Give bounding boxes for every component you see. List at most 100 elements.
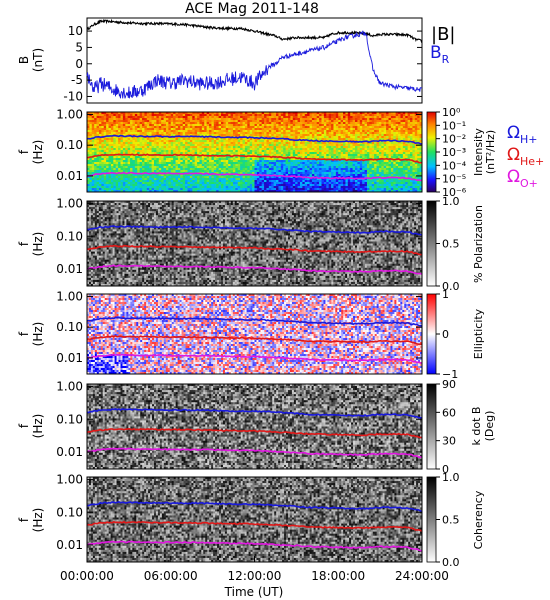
- intensity-cell: [276, 160, 279, 163]
- intensity-cell: [240, 144, 243, 147]
- intensity-cell: [151, 190, 155, 192]
- intensity-cell: [276, 136, 279, 139]
- intensity-cell: [326, 126, 329, 129]
- intensity-cell: [285, 148, 289, 151]
- intensity-cell: [374, 116, 377, 119]
- intensity-cell: [355, 148, 358, 151]
- intensity-cell: [101, 148, 105, 151]
- intensity-cell: [321, 150, 325, 153]
- intensity-cell: [122, 118, 126, 121]
- intensity-cell: [228, 150, 231, 153]
- intensity-cell: [170, 156, 174, 159]
- intensity-cell: [87, 148, 90, 151]
- intensity-cell: [290, 118, 294, 121]
- intensity-cell: [357, 146, 361, 149]
- intensity-cell: [335, 178, 339, 181]
- intensity-cell: [355, 114, 358, 117]
- intensity-cell: [268, 150, 272, 153]
- intensity-cell: [278, 180, 282, 183]
- intensity-cell: [106, 122, 109, 125]
- intensity-cell: [187, 114, 191, 117]
- intensity-cell: [213, 138, 217, 141]
- intensity-cell: [381, 174, 385, 177]
- intensity-spectrogram: [87, 112, 422, 192]
- intensity-cell: [156, 160, 160, 163]
- intensity-cell: [359, 116, 363, 119]
- intensity-cell: [115, 162, 119, 165]
- intensity-cell: [213, 182, 217, 185]
- intensity-cell: [381, 168, 385, 171]
- intensity-cell: [223, 124, 227, 127]
- intensity-cell: [221, 190, 224, 192]
- intensity-cell: [130, 124, 133, 127]
- intensity-cell: [209, 176, 212, 179]
- intensity-cell: [290, 132, 294, 135]
- intensity-cell: [91, 142, 95, 145]
- intensity-cell: [350, 146, 353, 149]
- intensity-cell: [216, 158, 219, 161]
- intensity-cell: [218, 176, 222, 179]
- intensity-cell: [266, 112, 270, 115]
- intensity-cell: [98, 126, 102, 129]
- intensity-cell: [173, 164, 176, 167]
- intensity-cell: [122, 152, 126, 155]
- intensity-cell: [343, 134, 346, 137]
- intensity-cell: [130, 120, 133, 123]
- intensity-cell: [91, 122, 95, 125]
- intensity-cell: [194, 128, 198, 131]
- intensity-cell: [280, 130, 284, 133]
- intensity-cell: [364, 174, 368, 177]
- intensity-cell: [266, 172, 270, 175]
- intensity-cell: [192, 162, 195, 165]
- intensity-cell: [213, 130, 217, 133]
- intensity-cell: [307, 166, 310, 169]
- intensity-cell: [338, 126, 341, 129]
- intensity-cell: [328, 174, 332, 177]
- intensity-cell: [168, 118, 172, 121]
- intensity-cell: [91, 120, 95, 123]
- intensity-cell: [261, 178, 265, 181]
- intensity-cell: [103, 152, 107, 155]
- intensity-cell: [165, 190, 169, 192]
- intensity-cell: [98, 140, 102, 143]
- intensity-cell: [106, 186, 109, 189]
- intensity-cell: [364, 182, 368, 185]
- intensity-cell: [297, 140, 301, 143]
- intensity-cell: [331, 146, 334, 149]
- intensity-cell: [115, 170, 119, 173]
- intensity-cell: [362, 180, 365, 183]
- intensity-cell: [369, 150, 373, 153]
- intensity-cell: [230, 162, 234, 165]
- bfield-ytick-label: -10: [63, 89, 83, 103]
- intensity-cell: [211, 132, 215, 135]
- intensity-cell: [187, 178, 191, 181]
- intensity-cell: [194, 186, 198, 189]
- intensity-cell: [316, 144, 320, 147]
- intensity-cell: [292, 144, 296, 147]
- intensity-cell: [259, 116, 262, 119]
- intensity-cell: [197, 156, 200, 159]
- intensity-cell: [137, 134, 140, 137]
- intensity-cell: [254, 160, 258, 163]
- intensity-cell: [364, 118, 368, 121]
- intensity-cell: [266, 130, 270, 133]
- intensity-cell: [163, 140, 167, 143]
- intensity-cell: [108, 188, 112, 191]
- intensity-cell: [192, 116, 195, 119]
- intensity-cell: [134, 150, 138, 153]
- intensity-cell: [146, 114, 150, 117]
- intensity-cell: [151, 156, 155, 159]
- intensity-cell: [89, 112, 93, 115]
- intensity-cell: [266, 152, 270, 155]
- intensity-cell: [199, 168, 203, 171]
- intensity-cell: [347, 168, 351, 171]
- intensity-cell: [101, 188, 105, 191]
- intensity-cell: [127, 126, 131, 129]
- intensity-cell: [146, 138, 150, 141]
- intensity-cell: [154, 128, 157, 131]
- intensity-cell: [108, 160, 112, 163]
- intensity-cell: [216, 134, 219, 137]
- intensity-cell: [101, 156, 105, 159]
- intensity-cell: [378, 164, 382, 167]
- intensity-cell: [309, 176, 313, 179]
